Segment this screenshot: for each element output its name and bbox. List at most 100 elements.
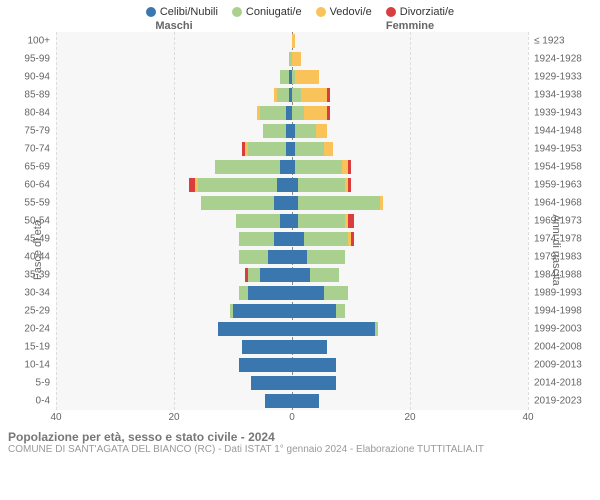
male-bar [56,124,292,138]
male-bar [56,250,292,264]
legend-label: Vedovi/e [330,6,372,18]
female-bar [292,268,528,282]
birth-year-label: 1969-1973 [528,216,582,227]
bar-segment-single [292,358,336,372]
bar-segment-divorced [327,106,330,120]
female-bar [292,340,528,354]
male-bar [56,376,292,390]
pyramid-row: 0-42019-2023 [56,392,528,410]
male-bar [56,160,292,174]
pyramid-row: 90-941929-1933 [56,68,528,86]
bar-segment-single [242,340,292,354]
legend: Celibi/NubiliConiugati/eVedovi/eDivorzia… [0,0,600,20]
bar-segment-single [218,322,292,336]
birth-year-label: 1994-1998 [528,306,582,317]
pyramid-row: 5-92014-2018 [56,374,528,392]
plot-area: 100+≤ 192395-991924-192890-941929-193385… [56,32,528,410]
female-bar [292,52,528,66]
bar-segment-single [268,250,292,264]
male-bar [56,268,292,282]
age-label: 55-59 [24,198,56,209]
female-bar [292,322,528,336]
pyramid-row: 75-791944-1948 [56,122,528,140]
female-bar [292,70,528,84]
pyramid-row: 65-691954-1958 [56,158,528,176]
male-bar [56,214,292,228]
age-label: 60-64 [24,180,56,191]
female-bar [292,376,528,390]
bar-segment-married [324,286,348,300]
pyramid-row: 85-891934-1938 [56,86,528,104]
chart-title: Popolazione per età, sesso e stato civil… [8,430,592,444]
legend-swatch [146,7,156,17]
birth-year-label: 1999-2003 [528,324,582,335]
birth-year-label: 1989-1993 [528,288,582,299]
bar-segment-single [280,214,292,228]
bar-segment-single [292,268,310,282]
bar-segment-single [248,286,292,300]
bar-segment-widowed [295,70,319,84]
pyramid-row: 40-441979-1983 [56,248,528,266]
male-bar [56,106,292,120]
pyramid-row: 45-491974-1978 [56,230,528,248]
bar-segment-married [198,178,278,192]
pyramid-row: 60-641959-1963 [56,176,528,194]
pyramid-row: 80-841939-1943 [56,104,528,122]
bar-segment-married [260,106,287,120]
male-bar [56,52,292,66]
bar-segment-single [265,394,292,408]
bar-segment-married [298,178,345,192]
bar-segment-widowed [304,106,328,120]
bar-segment-divorced [351,232,354,246]
bar-segment-single [260,268,292,282]
female-bar [292,394,528,408]
bar-segment-married [298,214,345,228]
birth-year-label: 1949-1953 [528,144,582,155]
legend-swatch [386,7,396,17]
female-header: Femmine [292,20,528,32]
bar-segment-divorced [348,178,351,192]
x-tick-label: 0 [289,412,295,423]
bar-segment-single [280,160,292,174]
birth-year-label: 1934-1938 [528,90,582,101]
birth-year-label: 1974-1978 [528,234,582,245]
bar-segment-single [233,304,292,318]
female-bar [292,250,528,264]
pyramid-row: 95-991924-1928 [56,50,528,68]
pyramid-row: 20-241999-2003 [56,320,528,338]
population-pyramid-chart: Celibi/NubiliConiugati/eVedovi/eDivorzia… [0,0,600,500]
female-bar [292,160,528,174]
bar-segment-divorced [348,160,351,174]
bar-segment-single [274,196,292,210]
bar-segment-married [292,88,301,102]
female-bar [292,286,528,300]
bar-segment-married [215,160,280,174]
age-label: 65-69 [24,162,56,173]
male-bar [56,70,292,84]
bar-segment-widowed [292,52,301,66]
bar-segment-married [295,124,316,138]
legend-swatch [316,7,326,17]
male-bar [56,34,292,48]
bar-segment-married [375,322,378,336]
legend-item: Divorziati/e [386,6,454,18]
bar-segment-divorced [327,88,330,102]
bar-segment-widowed [324,142,333,156]
age-label: 100+ [27,36,56,47]
female-bar [292,34,528,48]
bar-segment-single [277,178,292,192]
bar-segment-married [277,88,289,102]
chart-subtitle: COMUNE DI SANT'AGATA DEL BIANCO (RC) - D… [8,444,592,455]
age-label: 35-39 [24,270,56,281]
birth-year-label: 1964-1968 [528,198,582,209]
bar-segment-married [201,196,275,210]
age-label: 20-24 [24,324,56,335]
age-label: 75-79 [24,126,56,137]
pyramid-rows: 100+≤ 192395-991924-192890-941929-193385… [56,32,528,410]
birth-year-label: 2014-2018 [528,378,582,389]
age-label: 10-14 [24,360,56,371]
age-label: 95-99 [24,54,56,65]
birth-year-label: 1984-1988 [528,270,582,281]
male-bar [56,322,292,336]
male-bar [56,178,292,192]
